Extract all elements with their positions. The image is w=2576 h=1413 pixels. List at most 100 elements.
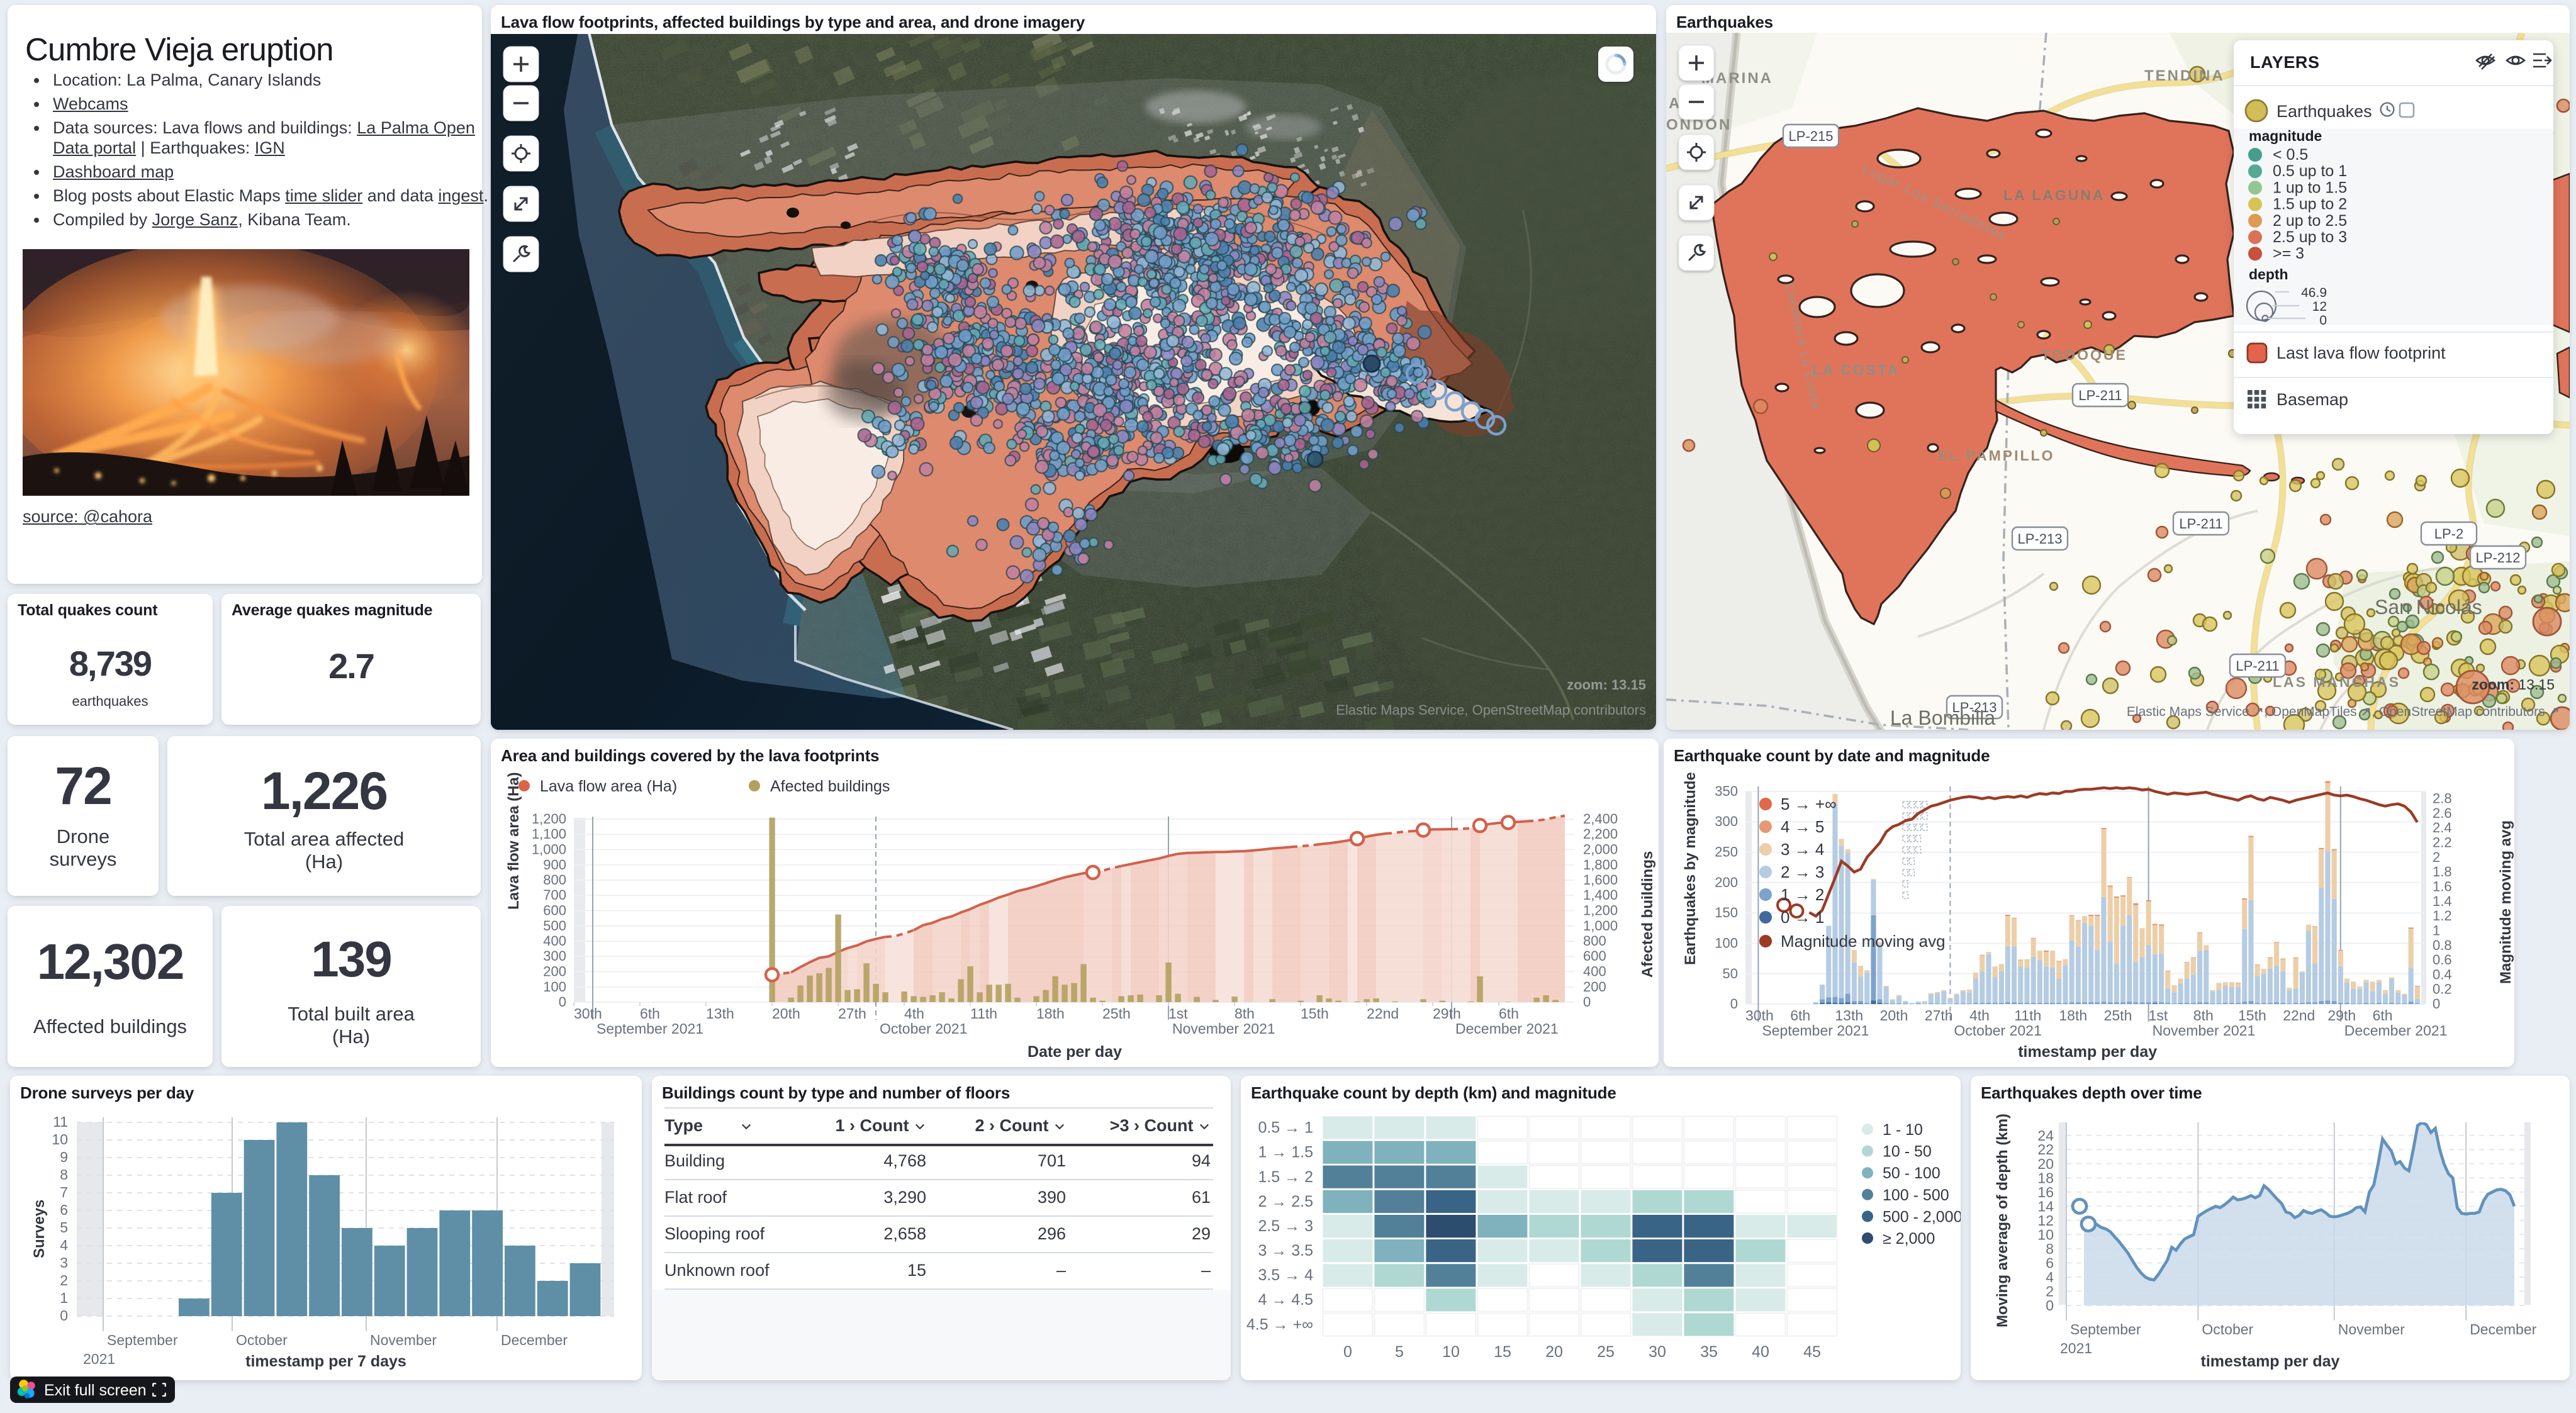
svg-text:22nd: 22nd <box>1367 1005 1399 1022</box>
svg-text:0: 0 <box>2046 1297 2054 1314</box>
svg-text:1.5 → 2: 1.5 → 2 <box>1258 1168 1313 1186</box>
svg-text:1,600: 1,600 <box>1583 872 1618 888</box>
svg-text:LP-215: LP-215 <box>1789 128 1834 144</box>
svg-text:27th: 27th <box>1925 1007 1953 1024</box>
svg-text:1,200: 1,200 <box>532 811 566 827</box>
svg-text:45: 45 <box>1803 1343 1821 1361</box>
svg-text:20th: 20th <box>772 1005 800 1022</box>
svg-text:San Nicolás: San Nicolás <box>2375 596 2482 618</box>
svg-text:Last lava flow footprint: Last lava flow footprint <box>2276 343 2446 362</box>
svg-text:4 → 4.5: 4 → 4.5 <box>1258 1291 1313 1309</box>
svg-text:6: 6 <box>60 1202 68 1218</box>
svg-text:LP-212: LP-212 <box>2476 550 2521 566</box>
svg-text:October 2021: October 2021 <box>880 1020 967 1037</box>
svg-text:November 2021: November 2021 <box>1172 1020 1275 1037</box>
svg-text:50 - 100: 50 - 100 <box>1883 1164 1940 1182</box>
svg-text:0.5 → 1: 0.5 → 1 <box>1258 1119 1313 1137</box>
svg-text:LP-211: LP-211 <box>2179 516 2222 532</box>
svg-text:0.2: 0.2 <box>2433 981 2452 997</box>
svg-text:LP-213: LP-213 <box>2018 531 2063 547</box>
svg-text:18th: 18th <box>2059 1007 2087 1024</box>
svg-text:150: 150 <box>1715 905 1738 920</box>
svg-text:4th: 4th <box>904 1005 924 1022</box>
svg-text:3.5 → 4: 3.5 → 4 <box>1258 1266 1313 1284</box>
svg-text:15th: 15th <box>1301 1005 1329 1022</box>
svg-text:300: 300 <box>1715 813 1738 829</box>
svg-text:5: 5 <box>60 1219 68 1236</box>
svg-text:2 → 3: 2 → 3 <box>1781 863 1824 881</box>
svg-text:4 → 5: 4 → 5 <box>1781 817 1824 836</box>
svg-text:0.6: 0.6 <box>2433 952 2452 968</box>
svg-text:2.5 up to 3: 2.5 up to 3 <box>2273 228 2347 246</box>
svg-text:200: 200 <box>543 964 566 980</box>
svg-text:5 → +∞: 5 → +∞ <box>1781 795 1837 813</box>
svg-text:2 up to 2.5: 2 up to 2.5 <box>2273 212 2347 230</box>
svg-text:8: 8 <box>60 1166 68 1183</box>
svg-text:1,400: 1,400 <box>1583 887 1618 903</box>
svg-text:800: 800 <box>543 872 566 888</box>
svg-text:11: 11 <box>53 1114 68 1130</box>
svg-text:LAS MANCHAS: LAS MANCHAS <box>2273 674 2400 690</box>
svg-text:Basemap: Basemap <box>2276 390 2348 409</box>
svg-text:29th: 29th <box>2327 1007 2356 1024</box>
svg-text:September: September <box>107 1332 178 1348</box>
svg-text:100: 100 <box>543 979 566 995</box>
svg-text:1.6: 1.6 <box>2433 879 2452 895</box>
svg-text:11th: 11th <box>2014 1007 2041 1024</box>
svg-text:TODOQUE: TODOQUE <box>2041 347 2127 363</box>
svg-text:1,200: 1,200 <box>1583 902 1618 918</box>
svg-text:≥ 2,000: ≥ 2,000 <box>1883 1230 1935 1248</box>
svg-text:0.4: 0.4 <box>2433 966 2452 982</box>
svg-text:2: 2 <box>60 1272 68 1288</box>
svg-text:2.8: 2.8 <box>2433 791 2452 807</box>
svg-text:1st: 1st <box>2149 1007 2168 1024</box>
svg-text:1 → 2: 1 → 2 <box>1781 885 1824 904</box>
svg-text:900: 900 <box>543 857 566 873</box>
svg-text:LP-211: LP-211 <box>2236 658 2279 674</box>
svg-text:2.5 → 3: 2.5 → 3 <box>1258 1217 1313 1235</box>
svg-text:2021: 2021 <box>2060 1340 2092 1356</box>
svg-text:600: 600 <box>1583 948 1606 964</box>
svg-text:October: October <box>2202 1321 2253 1338</box>
svg-text:TENDINA: TENDINA <box>2144 67 2225 84</box>
svg-text:4: 4 <box>2046 1269 2054 1285</box>
svg-text:8th: 8th <box>2193 1007 2214 1024</box>
svg-text:November: November <box>2338 1321 2405 1338</box>
svg-text:1 up to 1.5: 1 up to 1.5 <box>2273 179 2347 196</box>
svg-text:November 2021: November 2021 <box>2153 1022 2256 1039</box>
svg-text:< 0.5: < 0.5 <box>2273 146 2308 164</box>
svg-text:3 → 4: 3 → 4 <box>1781 840 1824 859</box>
svg-text:6th: 6th <box>1499 1005 1519 1022</box>
svg-text:700: 700 <box>543 887 566 903</box>
svg-text:12: 12 <box>2312 299 2327 314</box>
svg-text:8: 8 <box>2046 1241 2054 1257</box>
svg-text:500 - 2,000: 500 - 2,000 <box>1883 1208 1961 1226</box>
svg-text:1 → 1.5: 1 → 1.5 <box>1258 1144 1313 1161</box>
svg-text:1.8: 1.8 <box>2433 864 2452 880</box>
svg-text:27th: 27th <box>838 1005 866 1022</box>
svg-text:2,400: 2,400 <box>1583 811 1618 827</box>
svg-text:15: 15 <box>1494 1343 1511 1361</box>
svg-text:6th: 6th <box>640 1005 660 1022</box>
svg-text:0.5 up to 1: 0.5 up to 1 <box>2273 162 2347 180</box>
svg-text:1.2: 1.2 <box>2433 908 2452 924</box>
svg-text:10: 10 <box>2037 1226 2054 1243</box>
svg-text:LP-2: LP-2 <box>2434 526 2463 542</box>
svg-text:25th: 25th <box>1102 1005 1131 1022</box>
svg-text:6: 6 <box>2046 1254 2054 1271</box>
svg-text:18: 18 <box>2037 1170 2054 1186</box>
svg-text:22: 22 <box>2037 1141 2054 1158</box>
svg-text:>= 3: >= 3 <box>2273 245 2304 262</box>
svg-text:1st: 1st <box>1168 1005 1188 1022</box>
svg-text:4.5 → +∞: 4.5 → +∞ <box>1246 1315 1313 1333</box>
svg-text:11th: 11th <box>970 1005 997 1022</box>
svg-text:3: 3 <box>60 1254 68 1271</box>
svg-text:30th: 30th <box>574 1005 602 1022</box>
svg-text:2: 2 <box>2046 1283 2054 1299</box>
svg-text:20: 20 <box>1545 1343 1563 1361</box>
svg-text:2 → 2.5: 2 → 2.5 <box>1258 1193 1313 1210</box>
svg-text:600: 600 <box>543 902 566 918</box>
svg-text:46.9: 46.9 <box>2301 286 2327 300</box>
svg-text:4th: 4th <box>1969 1007 1990 1024</box>
svg-text:0: 0 <box>2319 313 2327 328</box>
